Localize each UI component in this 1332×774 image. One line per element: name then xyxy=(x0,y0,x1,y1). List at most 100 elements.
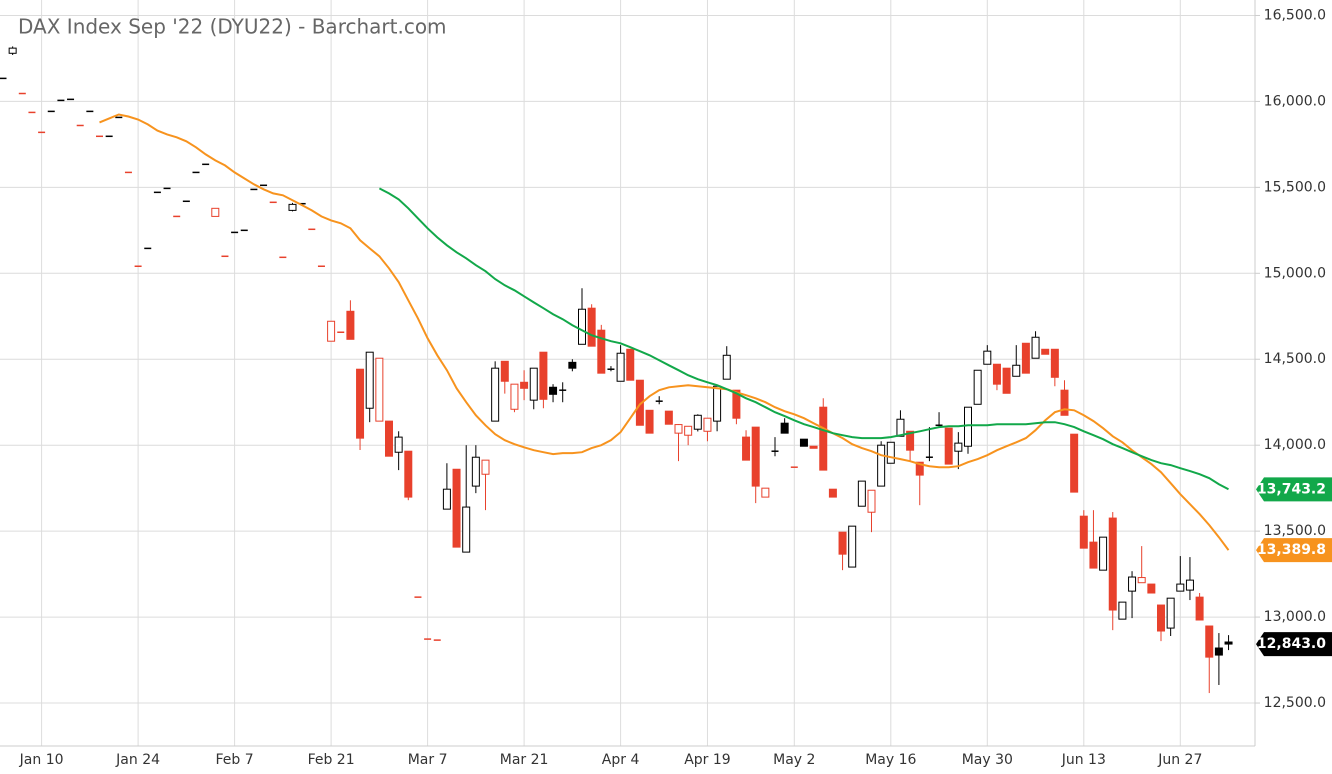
candle-body xyxy=(365,351,374,409)
x-tick-label: Jun 27 xyxy=(1157,752,1202,768)
candle-body xyxy=(442,488,451,510)
candle-body xyxy=(1128,576,1137,592)
candle-body xyxy=(1157,604,1165,632)
candle-body xyxy=(828,488,837,498)
candle-body xyxy=(626,348,635,381)
last-value-label: 13,743.2 xyxy=(1257,481,1326,497)
candle-body xyxy=(404,450,413,498)
candle-body xyxy=(1012,364,1021,377)
candle-body xyxy=(1118,601,1127,620)
candle-body xyxy=(211,207,220,217)
plot xyxy=(0,46,1233,694)
candle-body xyxy=(597,329,606,374)
candle-body xyxy=(915,461,924,476)
candle-body xyxy=(1089,541,1098,569)
candle-body xyxy=(722,354,731,380)
candle-body xyxy=(713,385,722,422)
y-tick-label: 14,000.0 xyxy=(1264,437,1326,453)
candle-body xyxy=(327,320,336,342)
candle-body xyxy=(742,436,751,461)
candle-body xyxy=(500,360,509,382)
candle-body xyxy=(906,430,915,451)
candle-body xyxy=(1176,583,1185,592)
candle-body xyxy=(635,379,644,426)
candle-body xyxy=(944,427,953,465)
candle-body xyxy=(8,47,17,54)
candle-body xyxy=(1021,342,1030,374)
candle-body xyxy=(809,445,818,449)
candle-body xyxy=(587,307,596,347)
candle-body xyxy=(1137,577,1146,584)
candle-body xyxy=(1031,336,1040,359)
candle-body xyxy=(674,424,683,434)
candle-body xyxy=(1070,433,1079,493)
candle-body xyxy=(462,506,471,553)
candle-body xyxy=(1214,647,1223,656)
last-value-tag xyxy=(1256,632,1332,657)
candle-body xyxy=(848,525,857,568)
x-tick-label: Jan 24 xyxy=(115,752,160,768)
candle-body xyxy=(1079,515,1088,549)
candle-body xyxy=(992,363,1001,385)
candle-body xyxy=(867,489,876,513)
chart-title: DAX Index Sep '22 (DYU22) - Barchart.com xyxy=(18,15,447,39)
candle-body xyxy=(568,361,577,369)
candle-body xyxy=(385,420,393,457)
candle-body xyxy=(529,367,538,401)
y-tick-label: 13,000.0 xyxy=(1264,609,1326,625)
candle-body xyxy=(1060,389,1069,416)
y-tick-label: 13,500.0 xyxy=(1264,523,1326,539)
candle-body xyxy=(838,531,847,555)
x-tick-label: Mar 7 xyxy=(408,752,448,768)
candle-body xyxy=(964,406,972,447)
candle-body xyxy=(356,368,365,439)
y-tick-label: 16,000.0 xyxy=(1264,93,1326,109)
candle-body xyxy=(1147,583,1156,594)
candle-body xyxy=(896,418,905,437)
candle-body xyxy=(539,351,548,400)
candle-body xyxy=(520,381,529,389)
candle-body xyxy=(549,386,558,395)
candle-body xyxy=(780,422,789,434)
y-tick-label: 14,500.0 xyxy=(1264,351,1326,367)
candle-body xyxy=(684,425,693,436)
candle-body xyxy=(1166,597,1175,629)
candle-body xyxy=(452,468,461,548)
x-tick-label: Feb 21 xyxy=(308,752,355,768)
candle-body xyxy=(1099,536,1108,571)
candle-body xyxy=(693,414,702,430)
x-tick-label: Jun 13 xyxy=(1061,752,1106,768)
candle-body xyxy=(877,444,886,487)
candle-body xyxy=(664,410,673,425)
candle-body xyxy=(288,203,297,211)
x-tick-label: Jan 10 xyxy=(19,752,64,768)
candle-body xyxy=(481,459,490,475)
candle-body xyxy=(1108,517,1117,611)
candle-body xyxy=(1185,579,1194,591)
candle-body xyxy=(1195,596,1204,621)
candle-body xyxy=(973,369,982,405)
candle-body xyxy=(761,487,770,498)
moving-average-line xyxy=(378,187,1229,491)
candle-body xyxy=(510,383,519,410)
candle-body xyxy=(857,480,866,507)
candle-body xyxy=(819,406,828,471)
x-tick-label: Mar 21 xyxy=(500,752,549,768)
y-tick-label: 15,000.0 xyxy=(1264,265,1326,281)
x-tick-label: May 16 xyxy=(865,752,916,768)
candle-body xyxy=(616,352,625,382)
candle-body xyxy=(394,436,403,453)
candle-body xyxy=(491,367,500,422)
candle-body xyxy=(1224,641,1233,645)
candle-body xyxy=(1050,348,1059,378)
x-tick-label: Feb 7 xyxy=(216,752,254,768)
last-value-label: 12,843.0 xyxy=(1257,636,1326,652)
candle-body xyxy=(578,308,586,345)
candle-body xyxy=(954,442,963,452)
candle-body xyxy=(799,438,808,447)
x-tick-label: Apr 4 xyxy=(602,752,640,768)
candle-body xyxy=(983,350,992,365)
